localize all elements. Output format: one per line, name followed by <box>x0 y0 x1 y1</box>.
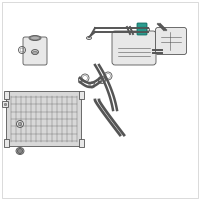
FancyBboxPatch shape <box>156 27 186 54</box>
Ellipse shape <box>30 36 40 40</box>
FancyBboxPatch shape <box>23 37 47 65</box>
Bar <box>4 139 9 147</box>
Ellipse shape <box>78 77 82 83</box>
Ellipse shape <box>18 148 22 154</box>
Ellipse shape <box>86 36 92 40</box>
Bar <box>79 139 84 147</box>
Ellipse shape <box>16 148 24 154</box>
FancyBboxPatch shape <box>112 31 156 65</box>
FancyBboxPatch shape <box>6 92 82 146</box>
Ellipse shape <box>98 77 102 83</box>
Ellipse shape <box>146 27 150 32</box>
Ellipse shape <box>18 122 22 126</box>
Ellipse shape <box>32 51 38 54</box>
FancyBboxPatch shape <box>2 102 8 108</box>
FancyBboxPatch shape <box>137 23 147 35</box>
Ellipse shape <box>32 49 38 54</box>
Ellipse shape <box>4 103 7 106</box>
Ellipse shape <box>162 49 164 54</box>
Ellipse shape <box>16 120 24 128</box>
Ellipse shape <box>29 36 41 40</box>
Bar <box>79 91 84 99</box>
Bar <box>4 91 9 99</box>
